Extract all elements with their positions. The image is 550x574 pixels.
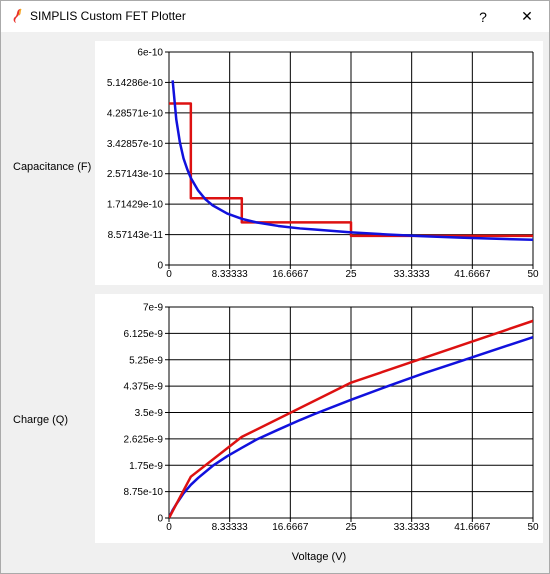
window-title: SIMPLIS Custom FET Plotter [30, 9, 186, 23]
x-tick-label: 41.6667 [454, 522, 491, 533]
x-tick-label: 41.6667 [454, 269, 491, 280]
measured-series-line [169, 319, 533, 518]
y-tick-label: 1.71429e-10 [107, 200, 164, 211]
x-tick-label: 8.33333 [212, 269, 249, 280]
title-bar: SIMPLIS Custom FET Plotter ? ✕ [1, 1, 549, 32]
fitted-series-line [169, 335, 533, 518]
y-tick-label: 1.75e-9 [129, 461, 163, 472]
x-tick-label: 33.3333 [394, 522, 431, 533]
y-tick-label: 0 [157, 514, 163, 525]
measured-series-line [169, 102, 533, 238]
y-tick-label: 0 [157, 261, 163, 272]
x-tick-label: 33.3333 [394, 269, 431, 280]
x-tick-label: 0 [166, 269, 172, 280]
y-tick-label: 3.42857e-10 [107, 139, 164, 150]
y-tick-label: 5.25e-9 [129, 355, 163, 366]
y-tick-label: 7e-9 [143, 303, 163, 314]
x-tick-label: 50 [527, 522, 539, 533]
charge-axis-title: Charge (Q) [13, 414, 69, 426]
x-tick-label: 50 [527, 269, 539, 280]
capacitance-plot-panel[interactable]: 0 8.33333 16.6667 25 33.3333 41.6667 50 0 8.5714… [95, 41, 543, 285]
charge-chart: 0 8.33333 16.6667 25 33.3333 41.6667 50 0 8.75e-… [124, 303, 539, 534]
close-button[interactable]: ✕ [521, 8, 533, 24]
x-tick-label: 16.6667 [272, 522, 309, 533]
x-tick-label: 0 [166, 522, 172, 533]
fitted-series-line [171, 80, 533, 242]
y-tick-label: 6e-10 [137, 48, 163, 59]
help-button[interactable]: ? [479, 8, 487, 25]
x-tick-label: 25 [345, 522, 357, 533]
voltage-axis-title: Voltage (V) [291, 551, 347, 563]
y-tick-label: 5.14286e-10 [107, 78, 164, 89]
x-tick-label: 8.33333 [212, 522, 249, 533]
x-tick-label: 16.6667 [272, 269, 309, 280]
charge-plot-panel[interactable]: 0 8.33333 16.6667 25 33.3333 41.6667 50 0 8.75e-… [95, 294, 543, 543]
y-tick-label: 2.57143e-10 [107, 169, 164, 180]
capacitance-chart: 0 8.33333 16.6667 25 33.3333 41.6667 50 0 8.5714… [107, 48, 539, 281]
simplis-logo-icon [13, 8, 22, 23]
y-tick-label: 4.375e-9 [124, 382, 164, 393]
y-tick-label: 4.28571e-10 [107, 108, 164, 119]
x-tick-label: 25 [345, 269, 357, 280]
y-tick-label: 6.125e-9 [124, 329, 164, 340]
y-tick-label: 8.57143e-11 [108, 230, 164, 241]
y-tick-label: 2.625e-9 [124, 434, 164, 445]
y-tick-label: 8.75e-10 [124, 487, 164, 498]
y-tick-label: 3.5e-9 [135, 408, 164, 419]
capacitance-axis-title: Capacitance (F) [13, 161, 92, 173]
